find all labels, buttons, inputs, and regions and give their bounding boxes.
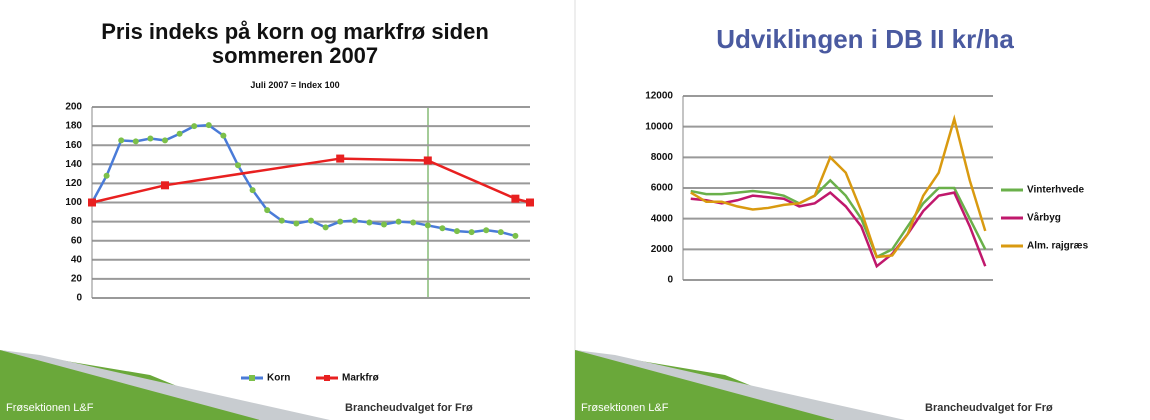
marker [468, 229, 475, 236]
marker [278, 217, 285, 224]
footer-right: Brancheudvalget for Frø [345, 402, 473, 414]
chart-title: Udviklingen i DB II kr/ha [716, 24, 1014, 54]
marker [454, 228, 460, 235]
marker [205, 122, 212, 129]
marker [366, 219, 373, 226]
marker [220, 132, 227, 139]
footer-swoosh [0, 350, 330, 420]
y-tick-label: 6000 [651, 183, 674, 194]
series-line [690, 178, 987, 259]
y-tick-label: 20 [71, 274, 83, 285]
legend-label: Alm. rajgræs [1027, 241, 1089, 252]
marker [191, 123, 198, 130]
marker [132, 138, 139, 145]
marker [511, 194, 520, 203]
y-tick-label: 0 [76, 293, 82, 304]
marker [410, 219, 417, 226]
marker [162, 137, 168, 144]
marker [381, 221, 387, 228]
marker [423, 156, 432, 165]
marker [497, 229, 504, 236]
marker [235, 162, 241, 169]
series-line [90, 123, 516, 238]
marker [118, 137, 125, 144]
marker [424, 222, 431, 229]
y-tick-label: 10000 [645, 121, 673, 132]
footer-left: Frøsektionen L&F [581, 402, 669, 414]
y-tick-label: 8000 [651, 152, 674, 163]
marker [308, 217, 314, 224]
marker [161, 181, 169, 190]
footer-right: Brancheudvalget for Frø [925, 402, 1053, 414]
legend-label: Vinterhvede [1027, 185, 1084, 196]
legend-label: Vårbyg [1027, 212, 1061, 224]
marker [512, 232, 519, 239]
y-tick-label: 140 [65, 159, 82, 170]
marker [322, 224, 329, 231]
series-line [690, 191, 987, 269]
y-tick-label: 4000 [651, 213, 674, 224]
footer-left: Frøsektionen L&F [6, 402, 94, 414]
marker [395, 218, 402, 225]
marker [176, 130, 183, 137]
marker [336, 154, 345, 163]
series-line [690, 114, 987, 259]
marker [483, 227, 490, 234]
y-tick-label: 60 [71, 235, 83, 246]
marker [88, 198, 96, 207]
y-tick-label: 180 [65, 121, 82, 132]
marker [337, 218, 344, 225]
marker [439, 225, 446, 232]
y-tick-label: 100 [65, 197, 82, 208]
marker [293, 220, 300, 227]
y-tick-label: 0 [667, 275, 673, 286]
legend-marker [249, 375, 255, 381]
marker [249, 187, 256, 194]
y-tick-label: 40 [71, 254, 83, 265]
marker [264, 207, 271, 214]
y-tick-label: 160 [65, 140, 82, 151]
y-tick-label: 120 [65, 178, 82, 189]
marker [103, 172, 110, 179]
y-tick-label: 200 [65, 102, 82, 113]
footer-swoosh [575, 350, 905, 420]
marker [526, 198, 534, 207]
legend-label: Markfrø [342, 373, 380, 384]
marker [351, 217, 358, 224]
y-tick-label: 2000 [651, 244, 674, 255]
legend-marker [324, 375, 330, 381]
y-tick-label: 80 [71, 216, 83, 227]
y-tick-label: 12000 [645, 91, 673, 102]
marker [147, 135, 154, 142]
legend-label: Korn [267, 373, 290, 384]
chart-subtitle: Juli 2007 = Index 100 [250, 80, 340, 90]
chart-title: Pris indeks på korn og markfrø siden som… [101, 19, 489, 68]
